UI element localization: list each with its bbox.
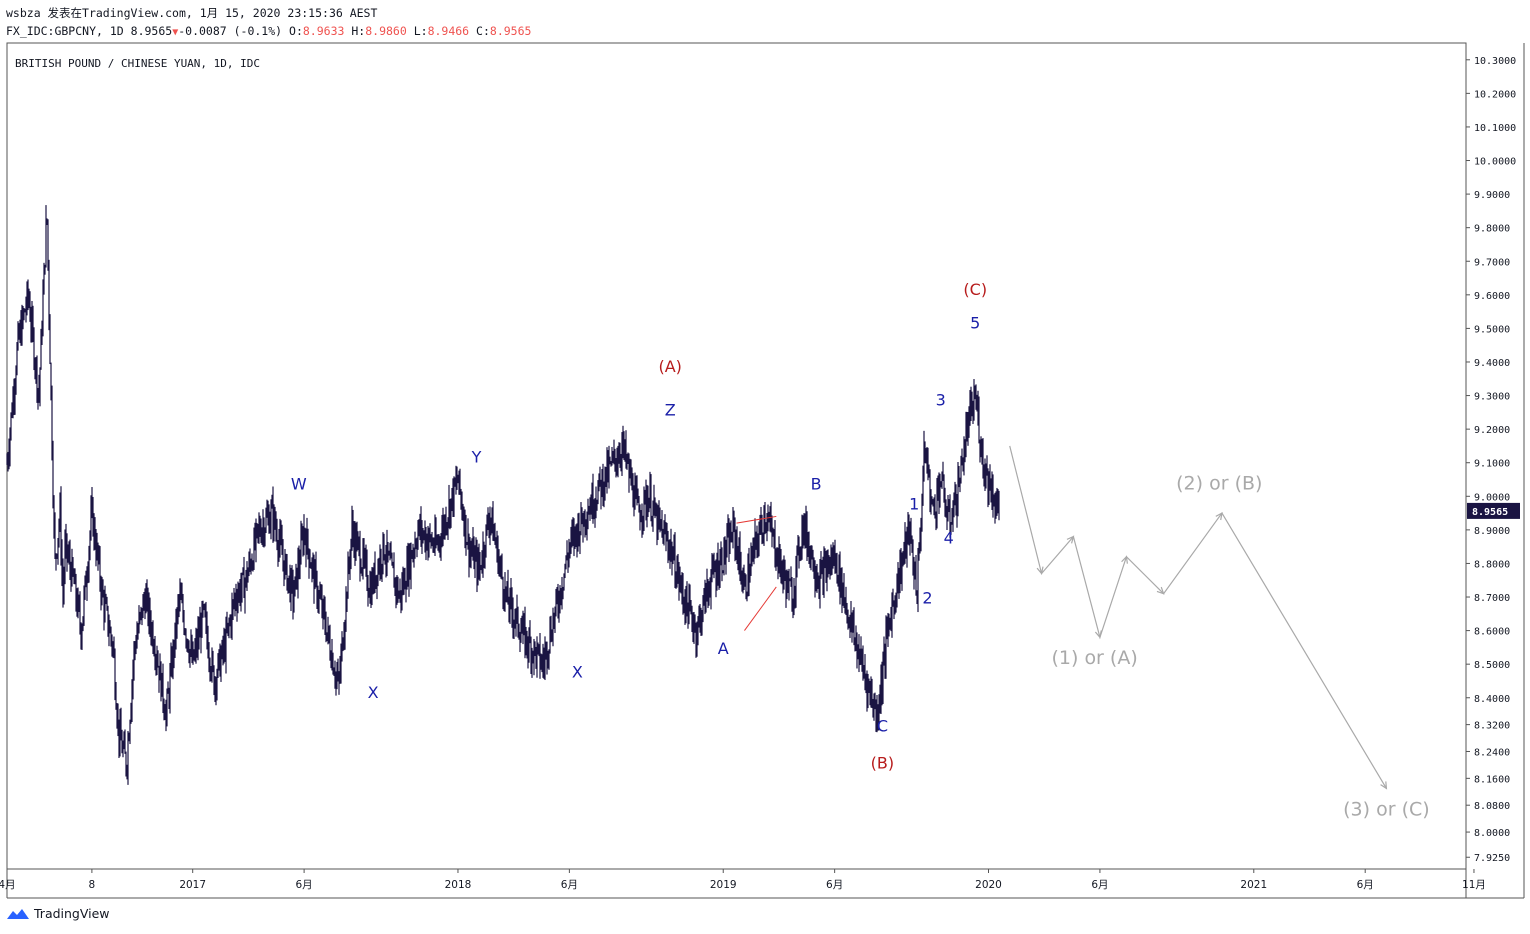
y-tick-label: 8.6000	[1474, 627, 1510, 638]
x-tick-label: 2018	[445, 879, 472, 891]
open-value: 8.9633	[302, 24, 345, 38]
x-tick-label: 6月	[296, 879, 313, 891]
y-tick-label: 9.3000	[1474, 392, 1510, 403]
wave-label: (A)	[658, 357, 681, 376]
x-tick-label: 6月	[561, 879, 578, 891]
trendline	[744, 586, 777, 631]
close-value: 8.9565	[489, 24, 532, 38]
projection-arrowhead	[1036, 566, 1044, 575]
y-tick-label: 8.8000	[1474, 559, 1510, 570]
tradingview-brand: TradingView	[34, 906, 110, 921]
y-tick-label: 9.8000	[1474, 224, 1510, 235]
y-tick-label: 8.2400	[1474, 747, 1510, 758]
high-value: 8.9860	[365, 24, 407, 38]
wave-label: (3) or (C)	[1343, 798, 1430, 820]
wave-label: 4	[944, 528, 954, 547]
wave-label: 3	[936, 391, 946, 410]
y-tick-label: 8.1600	[1474, 774, 1510, 785]
y-tick-label: 10.3000	[1474, 56, 1516, 67]
wave-label: (C)	[963, 280, 987, 299]
change-value: -0.0087 (-0.1%)	[178, 24, 283, 38]
x-tick-label: 2017	[179, 879, 206, 891]
y-tick-label: 8.0800	[1474, 801, 1510, 812]
x-tick-label: 2019	[710, 879, 737, 891]
low-value: 8.9466	[427, 24, 470, 38]
projection-arrowhead	[1215, 511, 1223, 521]
wave-label: (2) or (B)	[1176, 473, 1262, 495]
y-tick-label: 9.0000	[1474, 492, 1510, 503]
projection-arrowhead	[1094, 630, 1102, 639]
x-tick-label: 2020	[975, 879, 1002, 891]
wave-label: A	[718, 639, 729, 658]
x-tick-label: 8	[89, 879, 96, 891]
x-tick-label: 6月	[826, 879, 843, 891]
y-tick-label: 8.9000	[1474, 526, 1510, 537]
projection-arrowhead	[1121, 555, 1128, 564]
plot-frame	[6, 42, 1467, 870]
projection-arrowhead	[1380, 781, 1388, 790]
last-price: 8.9565	[130, 24, 173, 38]
x-tick-label: 6月	[1357, 879, 1374, 891]
wave-label: B	[811, 475, 822, 494]
x-tick-label: 11月	[1462, 879, 1486, 891]
last-price-label: 8.9565	[1472, 507, 1508, 518]
y-tick-label: 10.2000	[1474, 89, 1516, 100]
y-tick-label: 10.1000	[1474, 123, 1516, 134]
y-tick-label: 9.6000	[1474, 291, 1510, 302]
low-label: L:	[413, 24, 428, 38]
wave-label: (1) or (A)	[1051, 647, 1137, 669]
y-tick-label: 8.7000	[1474, 593, 1510, 604]
y-tick-label: 9.2000	[1474, 425, 1510, 436]
publisher-line: wsbza 发表在TradingView.com, 1月 15, 2020 23…	[6, 6, 378, 20]
projection-arrowhead	[1066, 535, 1075, 544]
last-price-tag	[1467, 502, 1520, 519]
projection-path	[1009, 445, 1387, 789]
y-tick-label: 9.1000	[1474, 459, 1510, 470]
y-tick-label: 8.3200	[1474, 721, 1510, 732]
y-tick-label: 10.0000	[1474, 157, 1516, 168]
tradingview-footer[interactable]: TradingView	[6, 906, 110, 921]
wave-label: X	[368, 683, 379, 702]
wave-label: 1	[909, 495, 919, 514]
open-label: O:	[289, 24, 303, 38]
projection-arrowhead	[1156, 586, 1165, 595]
wave-label: 2	[922, 589, 932, 608]
wave-label: C	[877, 716, 888, 735]
down-arrow-icon: ▼	[172, 27, 179, 38]
high-label: H:	[351, 24, 366, 38]
wave-label: Z	[665, 401, 676, 420]
x-tick-label: 6月	[1091, 879, 1108, 891]
y-tick-label: 9.9000	[1474, 190, 1510, 201]
trendline	[736, 515, 777, 524]
symbol-interval: FX_IDC:GBPCNY, 1D	[6, 24, 124, 38]
close-label: C:	[476, 24, 490, 38]
y-tick-label: 9.4000	[1474, 358, 1510, 369]
y-tick-label: 8.4000	[1474, 694, 1510, 705]
y-tick-label: 9.7000	[1474, 257, 1510, 268]
y-tick-label: 8.5000	[1474, 660, 1510, 671]
y-tick-label: 8.0000	[1474, 828, 1510, 839]
x-tick-label: 4月	[0, 879, 16, 891]
y-tick-label: 9.5000	[1474, 324, 1510, 335]
y-tick-label: 7.9250	[1474, 853, 1510, 864]
wave-label: Y	[471, 448, 482, 467]
wave-label: 5	[970, 313, 980, 332]
wave-label: W	[291, 475, 307, 494]
wave-label: X	[572, 663, 583, 682]
symbol-ohlc-line: FX_IDC:GBPCNY, 1D 8.9565▼-0.0087 (-0.1%)…	[6, 24, 531, 38]
chart-title: BRITISH POUND / CHINESE YUAN, 1D, IDC	[15, 57, 260, 70]
x-tick-label: 2021	[1240, 879, 1267, 891]
tradingview-logo-icon	[7, 908, 29, 919]
wave-label: (B)	[871, 753, 894, 772]
